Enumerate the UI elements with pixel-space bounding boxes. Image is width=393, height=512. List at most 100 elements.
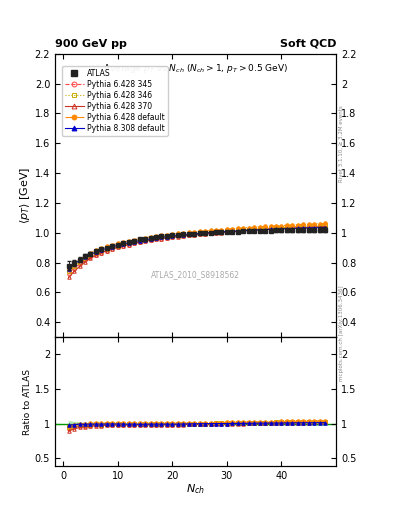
Pythia 6.428 370 bbox=[72, 268, 77, 274]
Pythia 6.428 346 bbox=[181, 232, 185, 238]
Pythia 8.308 default bbox=[132, 239, 136, 245]
Pythia 6.428 370 bbox=[279, 226, 284, 232]
Pythia 6.428 370 bbox=[197, 231, 202, 238]
Pythia 6.428 default bbox=[307, 221, 311, 227]
Pythia 6.428 default bbox=[274, 223, 278, 229]
Pythia 6.428 345 bbox=[148, 237, 153, 243]
Pythia 6.428 345 bbox=[126, 242, 131, 248]
Pythia 6.428 default bbox=[263, 223, 268, 229]
Pythia 6.428 370 bbox=[165, 235, 169, 241]
Pythia 8.308 default bbox=[148, 236, 153, 242]
Pythia 8.308 default bbox=[317, 225, 322, 231]
Pythia 6.428 370 bbox=[132, 240, 136, 246]
Pythia 6.428 370 bbox=[94, 252, 98, 259]
Pythia 8.308 default bbox=[268, 226, 273, 232]
Pythia 8.308 default bbox=[208, 229, 213, 236]
Pythia 8.308 default bbox=[175, 232, 180, 239]
Pythia 6.428 default bbox=[219, 226, 224, 232]
Pythia 8.308 default bbox=[323, 224, 327, 230]
Pythia 6.428 345 bbox=[241, 227, 246, 233]
Text: Rivet 3.1.10, ≥ 3.2M events: Rivet 3.1.10, ≥ 3.2M events bbox=[339, 105, 344, 182]
Pythia 8.308 default bbox=[94, 249, 98, 255]
Pythia 6.428 346 bbox=[132, 239, 136, 245]
Line: Pythia 6.428 346: Pythia 6.428 346 bbox=[67, 224, 327, 273]
Pythia 8.308 default bbox=[126, 240, 131, 246]
Pythia 6.428 default bbox=[66, 266, 71, 272]
Pythia 6.428 346 bbox=[235, 227, 240, 233]
Pythia 6.428 370 bbox=[159, 236, 164, 242]
Pythia 6.428 default bbox=[94, 247, 98, 253]
Pythia 6.428 345 bbox=[214, 229, 219, 236]
Pythia 8.308 default bbox=[241, 227, 246, 233]
Pythia 6.428 370 bbox=[296, 225, 300, 231]
Pythia 6.428 370 bbox=[312, 224, 316, 230]
Pythia 6.428 346 bbox=[110, 244, 115, 250]
Line: Pythia 6.428 default: Pythia 6.428 default bbox=[67, 222, 327, 271]
Pythia 6.428 345 bbox=[137, 239, 142, 245]
Pythia 6.428 345 bbox=[192, 231, 196, 238]
Pythia 6.428 default bbox=[148, 234, 153, 240]
Pythia 6.428 346 bbox=[83, 255, 87, 262]
Pythia 6.428 370 bbox=[252, 227, 257, 233]
Pythia 6.428 370 bbox=[235, 228, 240, 234]
Pythia 6.428 346 bbox=[279, 224, 284, 230]
Pythia 6.428 345 bbox=[88, 254, 93, 261]
Pythia 6.428 345 bbox=[181, 233, 185, 239]
Pythia 8.308 default bbox=[72, 261, 77, 267]
Pythia 8.308 default bbox=[116, 242, 120, 248]
Pythia 6.428 default bbox=[154, 233, 158, 239]
Pythia 6.428 345 bbox=[105, 247, 109, 253]
Pythia 8.308 default bbox=[83, 254, 87, 260]
Pythia 6.428 346 bbox=[143, 237, 147, 243]
Pythia 6.428 346 bbox=[170, 233, 174, 239]
Pythia 6.428 default bbox=[116, 240, 120, 246]
Pythia 8.308 default bbox=[246, 227, 251, 233]
Legend: ATLAS, Pythia 6.428 345, Pythia 6.428 346, Pythia 6.428 370, Pythia 6.428 defaul: ATLAS, Pythia 6.428 345, Pythia 6.428 34… bbox=[62, 66, 168, 136]
Pythia 6.428 370 bbox=[290, 225, 295, 231]
Pythia 8.308 default bbox=[301, 225, 306, 231]
Y-axis label: $\langle p_T \rangle$ [GeV]: $\langle p_T \rangle$ [GeV] bbox=[18, 167, 32, 224]
Pythia 6.428 345 bbox=[274, 225, 278, 231]
Pythia 6.428 370 bbox=[219, 229, 224, 236]
Pythia 6.428 default bbox=[192, 229, 196, 235]
Pythia 6.428 default bbox=[121, 239, 126, 245]
Pythia 6.428 370 bbox=[175, 233, 180, 240]
Line: Pythia 8.308 default: Pythia 8.308 default bbox=[67, 226, 327, 270]
Pythia 8.308 default bbox=[105, 245, 109, 251]
Pythia 8.308 default bbox=[88, 251, 93, 258]
Pythia 6.428 345 bbox=[175, 233, 180, 240]
Pythia 8.308 default bbox=[219, 229, 224, 235]
Pythia 6.428 default bbox=[159, 232, 164, 239]
Pythia 6.428 346 bbox=[203, 230, 208, 236]
Pythia 8.308 default bbox=[235, 228, 240, 234]
Pythia 6.428 default bbox=[301, 221, 306, 227]
Pythia 6.428 346 bbox=[224, 228, 229, 234]
Pythia 6.428 345 bbox=[296, 224, 300, 230]
Pythia 6.428 default bbox=[317, 221, 322, 227]
Pythia 6.428 370 bbox=[181, 233, 185, 239]
Pythia 8.308 default bbox=[214, 229, 219, 236]
Pythia 6.428 346 bbox=[66, 268, 71, 274]
Pythia 6.428 346 bbox=[301, 223, 306, 229]
Pythia 6.428 370 bbox=[246, 227, 251, 233]
Pythia 6.428 346 bbox=[105, 246, 109, 252]
Pythia 6.428 346 bbox=[99, 248, 104, 254]
Pythia 6.428 370 bbox=[154, 237, 158, 243]
Pythia 6.428 345 bbox=[323, 222, 327, 228]
Pythia 8.308 default bbox=[99, 247, 104, 253]
Pythia 8.308 default bbox=[285, 226, 289, 232]
Pythia 6.428 346 bbox=[192, 231, 196, 237]
Pythia 8.308 default bbox=[181, 232, 185, 238]
Pythia 6.428 370 bbox=[301, 225, 306, 231]
Pythia 8.308 default bbox=[224, 228, 229, 234]
Pythia 6.428 346 bbox=[77, 259, 82, 265]
Pythia 6.428 345 bbox=[72, 265, 77, 271]
Pythia 6.428 345 bbox=[252, 226, 257, 232]
Pythia 6.428 346 bbox=[323, 222, 327, 228]
Pythia 6.428 345 bbox=[159, 236, 164, 242]
Pythia 8.308 default bbox=[66, 265, 71, 271]
Pythia 6.428 345 bbox=[94, 252, 98, 258]
Pythia 6.428 346 bbox=[317, 223, 322, 229]
Pythia 6.428 345 bbox=[246, 227, 251, 233]
Pythia 6.428 370 bbox=[323, 224, 327, 230]
